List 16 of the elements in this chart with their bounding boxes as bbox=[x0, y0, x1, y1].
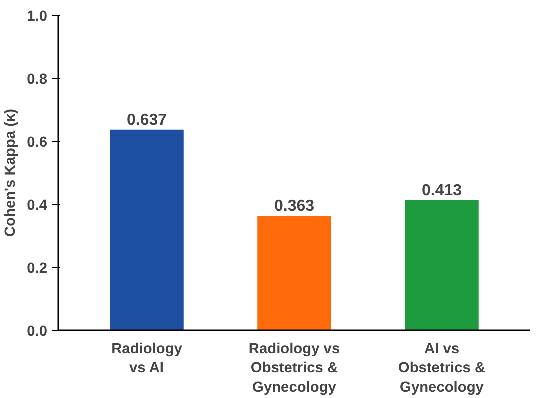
y-tick-label: 0.4 bbox=[27, 198, 48, 214]
bar bbox=[110, 130, 184, 330]
x-tick-label: AI vs Obstetrics & Gynecology bbox=[398, 342, 486, 396]
x-tick-label: Radiology vs AI bbox=[112, 342, 184, 377]
y-tick-label: 0.0 bbox=[27, 324, 48, 340]
y-tick-label: 0.6 bbox=[27, 135, 48, 151]
y-tick-label: 1.0 bbox=[27, 9, 48, 25]
y-axis-title: Cohen's Kappa (κ) bbox=[3, 108, 20, 238]
data-label: 0.363 bbox=[274, 198, 315, 216]
x-tick-label: Radiology vs Obstetrics & Gynecology bbox=[248, 342, 340, 396]
bar bbox=[258, 216, 332, 330]
y-tick-label: 0.8 bbox=[27, 72, 48, 88]
data-label: 0.637 bbox=[126, 112, 168, 129]
y-tick-label: 0.2 bbox=[27, 261, 48, 277]
data-label: 0.413 bbox=[422, 182, 462, 200]
bar bbox=[405, 200, 479, 330]
